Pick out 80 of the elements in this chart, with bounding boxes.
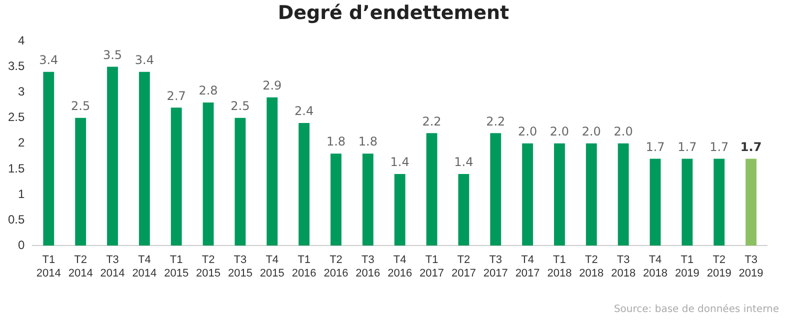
- x-tick-label: T1 2018: [547, 254, 572, 280]
- bar: [746, 158, 756, 246]
- data-label: 2.0: [582, 124, 601, 139]
- bar: [138, 72, 150, 246]
- data-label: 2.0: [550, 124, 570, 139]
- x-tick-label: T3 2019: [738, 254, 764, 280]
- data-label: 3.5: [102, 48, 122, 62]
- bar: [458, 174, 470, 246]
- chart-title: Degré d’endettement: [276, 2, 510, 24]
- x-tick-label: T1 2015: [164, 254, 189, 280]
- bar: [394, 174, 406, 246]
- bar: [650, 158, 661, 246]
- bar: [554, 143, 565, 246]
- bar: [202, 102, 214, 246]
- x-tick-label: T1 2014: [36, 254, 61, 280]
- bar: [682, 158, 693, 246]
- data-label: 2.5: [230, 98, 250, 113]
- data-label: 2.4: [294, 104, 314, 118]
- x-tick-label: T4 2014: [132, 254, 157, 280]
- x-tick-label: T4 2016: [388, 254, 412, 280]
- y-tick-label: 4: [18, 34, 25, 48]
- data-label: 2.7: [166, 88, 186, 103]
- x-tick-label: T2 2018: [579, 254, 604, 280]
- data-label: 1.8: [358, 134, 378, 149]
- x-tick-label: T4 2018: [643, 254, 668, 280]
- data-label: 2.2: [422, 114, 442, 128]
- bar: [618, 143, 629, 246]
- bar: [170, 108, 182, 246]
- x-tick-label: T3 2017: [483, 254, 508, 280]
- x-tick-label: T2 2019: [706, 254, 732, 280]
- bar: [43, 72, 54, 246]
- bar: [234, 118, 246, 246]
- y-tick-label: 1: [18, 186, 25, 201]
- data-label: 3.4: [134, 52, 154, 67]
- y-tick-label: 3: [18, 84, 25, 99]
- x-tick-label: T2 2017: [451, 254, 476, 280]
- data-label: 1.8: [326, 134, 346, 149]
- data-label: 1.4: [390, 155, 410, 170]
- x-tick-label: T3 2018: [611, 254, 636, 280]
- data-label: 1.7: [678, 140, 697, 154]
- x-tick-label: T1 2019: [674, 254, 700, 280]
- y-tick-label: 3.5: [8, 59, 25, 74]
- data-label: 2.0: [614, 124, 633, 139]
- bar: [426, 133, 438, 246]
- bar: [330, 154, 342, 246]
- bar: [490, 133, 502, 246]
- bar: [75, 118, 86, 246]
- data-label: 1.7: [740, 140, 762, 154]
- x-tick-label: T2 2014: [68, 254, 93, 280]
- data-label: 2.9: [262, 78, 282, 93]
- y-tick-label: 0.5: [8, 212, 25, 226]
- y-tick-label: 0: [18, 238, 25, 252]
- data-label: 2.0: [518, 124, 538, 139]
- x-tick-label: T3 2015: [228, 254, 252, 280]
- y-tick-label: 2: [18, 136, 25, 150]
- y-tick-label: 1.5: [8, 161, 25, 176]
- x-tick-label: T4 2015: [260, 254, 284, 280]
- bar: [266, 97, 278, 246]
- data-label: 2.8: [198, 84, 218, 98]
- x-tick-label: T1 2017: [420, 254, 444, 280]
- x-tick-label: T4 2017: [515, 254, 540, 280]
- data-label: 3.4: [39, 52, 58, 67]
- bar: [714, 158, 725, 246]
- data-label: 1.4: [454, 155, 474, 170]
- bar: [586, 143, 597, 246]
- x-tick-label: T1 2016: [292, 254, 316, 280]
- bar: [362, 154, 374, 246]
- x-tick-label: T3 2014: [100, 254, 125, 280]
- y-tick-label: 2.5: [8, 110, 25, 124]
- x-tick-label: T2 2016: [324, 254, 348, 280]
- bar: [522, 143, 534, 246]
- bar: [298, 122, 310, 246]
- data-label: 1.7: [710, 140, 729, 154]
- bar: [107, 66, 118, 246]
- source-note: Source: base de données interne: [614, 304, 779, 315]
- data-label: 2.5: [71, 98, 90, 113]
- data-label: 1.7: [646, 140, 665, 154]
- x-tick-label: T2 2015: [196, 254, 221, 280]
- x-tick-label: T3 2016: [356, 254, 380, 280]
- data-label: 2.2: [486, 114, 506, 128]
